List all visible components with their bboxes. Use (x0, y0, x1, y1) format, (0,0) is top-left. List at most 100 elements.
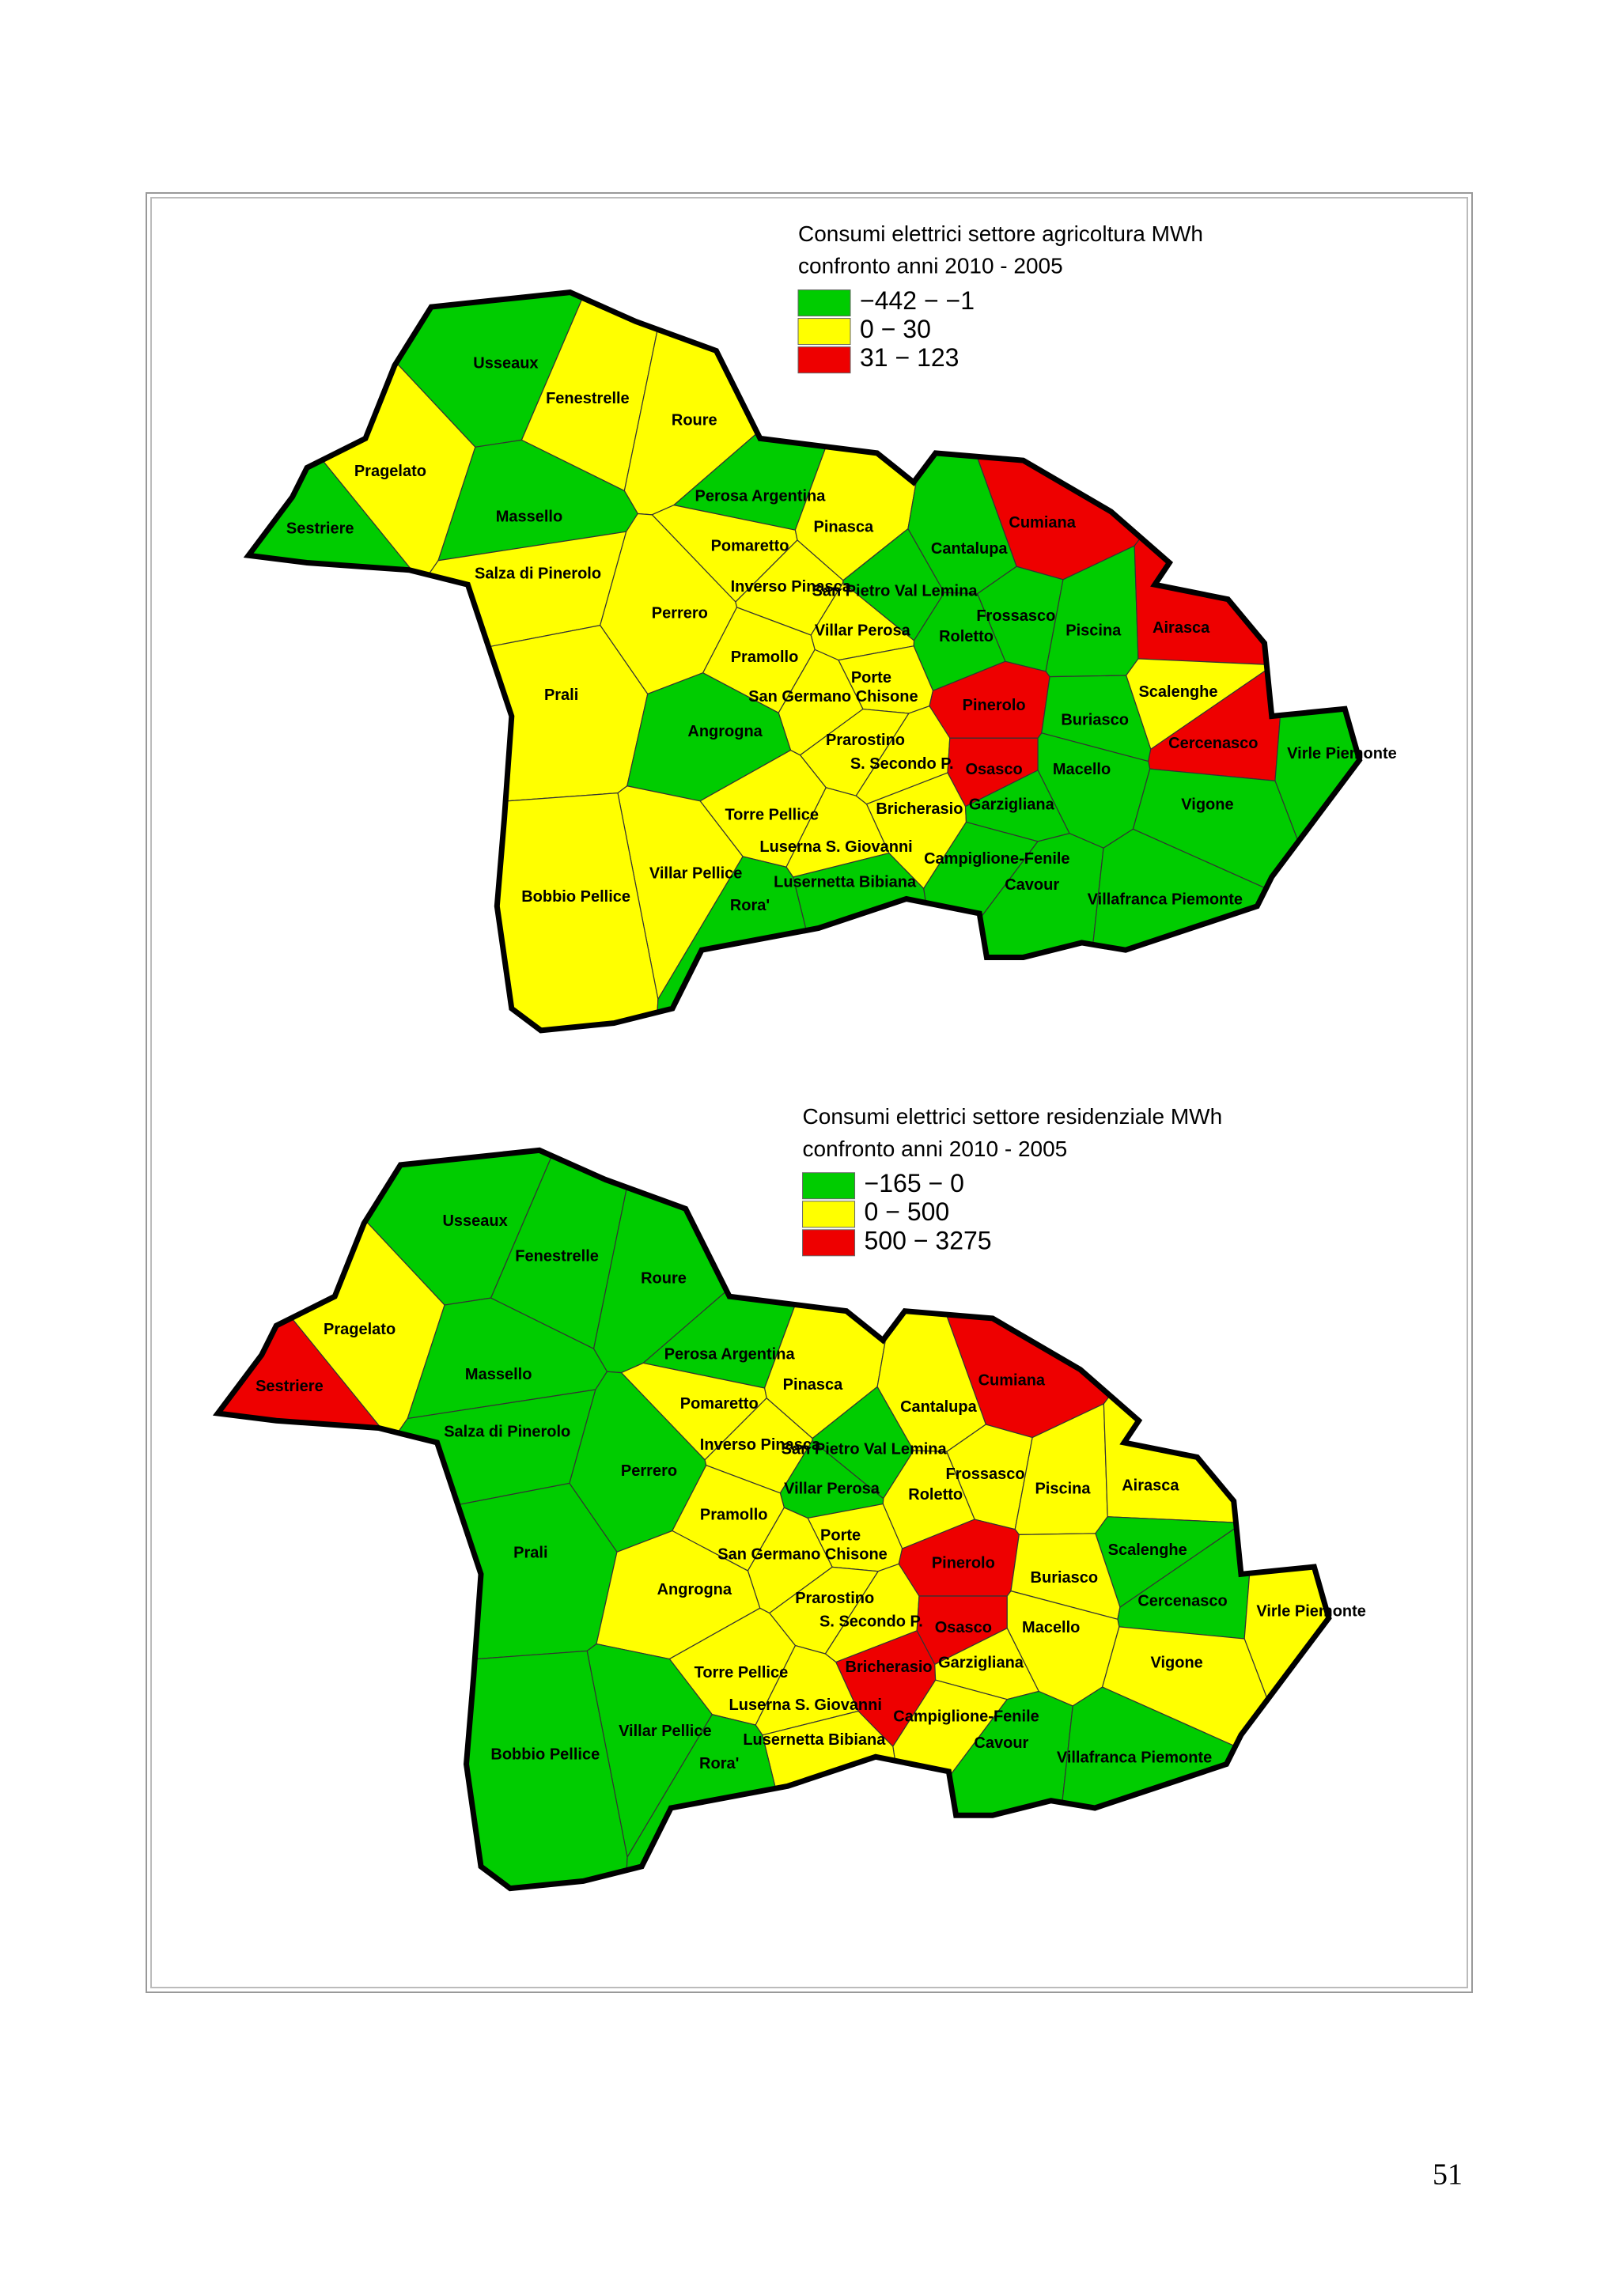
municipality-label: Cumiana (978, 1372, 1046, 1390)
municipality-label: Piscina (1035, 1480, 1091, 1497)
legend-label: 500 − 3275 (865, 1226, 992, 1254)
legend-swatch (802, 1172, 856, 1200)
municipality-label: Pomaretto (711, 537, 789, 554)
municipality-label: Porte (851, 669, 891, 687)
municipality-label: Osasco (935, 1619, 992, 1636)
municipality-label: Salza di Pinerolo (475, 565, 601, 583)
municipality (762, 1710, 907, 1889)
municipality (1103, 1150, 1329, 1524)
municipality-label: Scalenghe (1138, 683, 1217, 701)
municipality-label: Pomaretto (680, 1395, 759, 1413)
municipality-label: Prarostino (795, 1590, 874, 1607)
municipality-label: Massello (465, 1366, 532, 1383)
municipality-label: Prali (544, 687, 578, 704)
municipality-label: Roure (672, 412, 717, 429)
municipality-label: Cercenasco (1137, 1593, 1227, 1610)
municipality (1074, 828, 1360, 1031)
legend-label: 31 − 123 (860, 343, 959, 372)
municipality-label: Pramollo (700, 1507, 768, 1524)
frame-inner (150, 197, 1468, 1988)
municipality-label: Frossasco (976, 607, 1055, 625)
municipality-label: Prali (513, 1545, 547, 1562)
legend-swatch (797, 318, 851, 346)
municipality-label: Bricherasio (876, 800, 963, 818)
municipality-label: San Germano Chisone (717, 1546, 888, 1564)
municipality-label: Perrero (621, 1462, 677, 1480)
municipality-label: Sestriere (255, 1378, 324, 1395)
municipality-label: Angrogna (657, 1581, 732, 1598)
municipality-label: Cavour (1005, 876, 1059, 894)
municipality-label: Inverso Pinasca (731, 578, 852, 596)
municipality-label: Lusernetta Bibiana (774, 873, 917, 891)
municipality-label: Torre Pellice (695, 1664, 789, 1681)
municipality-label: Porte (820, 1527, 861, 1545)
legend-label: −165 − 0 (865, 1169, 964, 1197)
municipality (1043, 1686, 1329, 1889)
municipality-label: Bricherasio (846, 1659, 933, 1676)
map-title: confronto anni 2010 - 2005 (803, 1137, 1068, 1161)
municipality-label: Luserna S. Giovanni (729, 1696, 882, 1714)
municipality-label: Roletto (939, 628, 994, 645)
municipality-label: Perrero (652, 604, 708, 622)
municipality-label: Airasca (1153, 619, 1210, 637)
municipality-label: San Pietro Val Lemina (812, 583, 978, 600)
municipality-label: Villar Pellice (619, 1723, 712, 1740)
municipality (248, 792, 659, 1031)
municipality-label: Usseaux (442, 1212, 507, 1230)
municipality-label: Sestriere (286, 520, 354, 537)
municipality-label: Bobbio Pellice (490, 1746, 600, 1764)
map-outline (212, 1147, 1332, 1892)
municipality-label: San Germano Chisone (748, 688, 918, 705)
municipality-label: Vigone (1150, 1654, 1202, 1671)
municipality-label: Villar Pellice (649, 864, 743, 882)
municipality-label: Pinasca (813, 518, 873, 535)
map-title: Consumi elettrici settore agricoltura MW… (798, 221, 1203, 246)
legend-swatch (802, 1201, 856, 1228)
legend-swatch (797, 346, 851, 374)
legend-label: 0 − 30 (860, 315, 931, 343)
municipality-label: Campiglione-Fenile (924, 850, 1069, 868)
municipality-label: Airasca (1122, 1477, 1179, 1495)
municipality-label: Cantalupa (900, 1398, 978, 1416)
municipality-label: Garzigliana (938, 1654, 1024, 1671)
municipality-label: Roletto (908, 1486, 963, 1504)
municipality-label: Pinasca (783, 1376, 843, 1394)
municipality-label: Piscina (1065, 622, 1122, 640)
municipality (792, 853, 938, 1031)
legend-swatch (802, 1229, 856, 1257)
map-title: Consumi elettrici settore residenziale M… (803, 1104, 1223, 1129)
municipality-label: Cercenasco (1168, 735, 1258, 752)
legend-label: −442 − −1 (860, 286, 975, 315)
municipality-label: Cumiana (1009, 514, 1076, 531)
municipality-label: Villafranca Piemonte (1088, 891, 1243, 909)
map-title: confronto anni 2010 - 2005 (798, 254, 1063, 278)
municipality-label: Pragelato (324, 1321, 396, 1338)
municipality-label: Luserna S. Giovanni (759, 838, 912, 856)
municipality-label: Villar Perosa (815, 622, 911, 640)
municipality-label: Rora' (730, 897, 770, 914)
municipality-label: Fenestrelle (515, 1248, 599, 1265)
municipality-label: Massello (496, 508, 562, 525)
municipality-label: Usseaux (473, 354, 538, 372)
municipality (299, 624, 649, 817)
municipality-label: Buriasco (1061, 711, 1129, 728)
municipality-label: Pinerolo (963, 697, 1026, 714)
municipality-label: Rora' (699, 1755, 739, 1772)
municipality-label: Campiglione-Fenile (893, 1708, 1039, 1726)
municipality-label: San Pietro Val Lemina (782, 1440, 948, 1458)
municipality (1243, 1200, 1329, 1889)
municipality-label: Bobbio Pellice (521, 888, 630, 906)
municipality-label: Inverso Pinasca (700, 1436, 821, 1454)
municipality-label: Prarostino (826, 732, 905, 749)
municipality-label: Salza di Pinerolo (444, 1423, 570, 1440)
municipality-label: Pragelato (354, 463, 426, 480)
municipality-label: Fenestrelle (546, 390, 630, 407)
municipality-label: Perosa Argentina (695, 488, 827, 505)
municipality-label: Pramollo (731, 649, 799, 666)
municipality-label: S. Secondo P. (819, 1613, 923, 1631)
page-number: 51 (1433, 2158, 1463, 2192)
municipality-label: Villafranca Piemonte (1057, 1749, 1212, 1766)
municipality-label: Cantalupa (931, 540, 1009, 558)
municipality-label: Macello (1022, 1619, 1080, 1636)
municipality-label: Virle Piemonte (1256, 1603, 1366, 1621)
